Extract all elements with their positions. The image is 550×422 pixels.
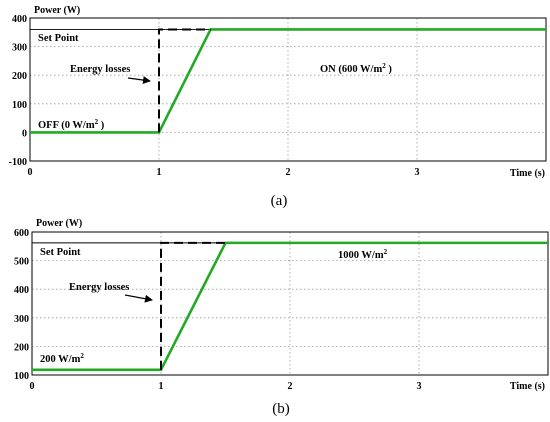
- panel-b-y-axis-label: Power (W): [36, 218, 82, 229]
- panel-b-caption: (b): [272, 401, 290, 417]
- x-tick-label: 1: [159, 381, 164, 392]
- setpoint-reference-line: [158, 28, 211, 133]
- panel-a-y-axis-label: Power (W): [34, 5, 80, 16]
- panel-b-high-irradiance-label: 1000 W/m2: [338, 248, 388, 261]
- x-tick-label: 0: [28, 167, 33, 178]
- y-tick-label: 400: [14, 285, 29, 296]
- y-tick-label: 200: [12, 71, 27, 82]
- panel-b-set-point-label: Set Point: [40, 247, 81, 258]
- y-tick-label: 300: [12, 43, 27, 54]
- panel-b-low-irradiance-label: 200 W/m2: [40, 352, 84, 365]
- measured-power-line: [32, 241, 548, 372]
- x-tick-label: 1: [157, 167, 162, 178]
- panel-a-plot-frame: [29, 17, 547, 162]
- setpoint-reference-line: [160, 241, 226, 370]
- panel-a-x-axis-label: Time (s): [510, 168, 545, 179]
- panel-a-energy-losses-arrow: [127, 76, 151, 85]
- y-tick-label: 400: [12, 14, 27, 25]
- y-tick-label: 300: [14, 314, 29, 325]
- panel-b-tick-labels: 0 1 2 3 100 200 300 400 500 600: [14, 228, 422, 392]
- y-tick-label: 100: [12, 100, 27, 111]
- panel-a-set-point-label: Set Point: [38, 33, 79, 44]
- panel-b-plot-frame: [31, 231, 549, 376]
- panel-b-grid: [32, 232, 548, 375]
- y-tick-label: 600: [14, 228, 29, 239]
- panel-a-energy-losses-label: Energy losses: [70, 64, 130, 75]
- y-tick-label: 500: [14, 257, 29, 268]
- panel-a-off-label: OFF (0 W/m2 ): [38, 118, 105, 131]
- x-tick-label: 3: [415, 167, 420, 178]
- x-tick-label: 0: [30, 381, 35, 392]
- x-tick-label: 3: [417, 381, 422, 392]
- panel-a-series: [30, 28, 546, 134]
- y-tick-label: 100: [14, 371, 29, 382]
- panel-b-x-axis-label: Time (s): [510, 381, 545, 392]
- panel-a-caption: (a): [271, 193, 288, 209]
- panel-a-grid: [30, 18, 546, 161]
- panel-b-series: [32, 241, 548, 372]
- x-tick-label: 2: [288, 381, 293, 392]
- y-tick-label: 200: [14, 342, 29, 353]
- y-tick-label: -100: [9, 157, 27, 168]
- measured-power-line: [30, 28, 546, 134]
- x-tick-label: 2: [286, 167, 291, 178]
- y-tick-label: 0: [22, 128, 27, 139]
- panel-b-energy-losses-arrow: [124, 294, 153, 303]
- panel-b-energy-losses-label: Energy losses: [69, 282, 129, 293]
- panel-a-on-label: ON (600 W/m2 ): [320, 62, 392, 75]
- panel-b-chart: 0 1 2 3 100 200 300 400 500 600 Power (W) Time (s…: [14, 218, 549, 417]
